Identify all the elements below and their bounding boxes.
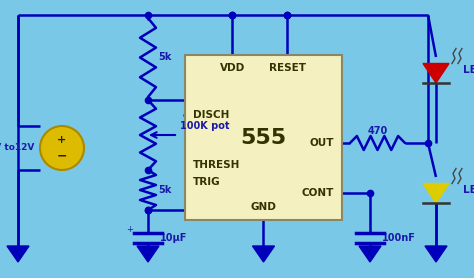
Text: +: + [57, 135, 67, 145]
Text: 100K pot: 100K pot [180, 121, 229, 131]
Text: LED: LED [463, 65, 474, 75]
Polygon shape [423, 183, 449, 203]
Text: 100nF: 100nF [382, 233, 416, 243]
Text: 555: 555 [240, 128, 287, 148]
Polygon shape [7, 246, 29, 262]
Text: THRESH: THRESH [193, 160, 240, 170]
Text: VDD: VDD [219, 63, 245, 73]
Polygon shape [359, 246, 381, 262]
Text: −: − [57, 150, 67, 163]
Text: GND: GND [251, 202, 276, 212]
Text: +: + [127, 225, 134, 235]
Text: 470: 470 [367, 126, 388, 136]
Polygon shape [253, 246, 274, 262]
Polygon shape [423, 63, 449, 83]
Text: 5k: 5k [158, 53, 172, 63]
Text: 10μF: 10μF [160, 233, 187, 243]
Text: LED: LED [463, 185, 474, 195]
Text: CONT: CONT [301, 188, 334, 198]
Text: RESET: RESET [269, 63, 306, 73]
Text: DISCH: DISCH [193, 110, 229, 120]
Text: TRIG: TRIG [193, 177, 220, 187]
FancyBboxPatch shape [185, 55, 342, 220]
Polygon shape [137, 246, 159, 262]
Circle shape [40, 126, 84, 170]
Text: OUT: OUT [310, 138, 334, 148]
Text: 6V to12V: 6V to12V [0, 143, 34, 153]
Polygon shape [425, 246, 447, 262]
Text: 5k: 5k [158, 185, 172, 195]
